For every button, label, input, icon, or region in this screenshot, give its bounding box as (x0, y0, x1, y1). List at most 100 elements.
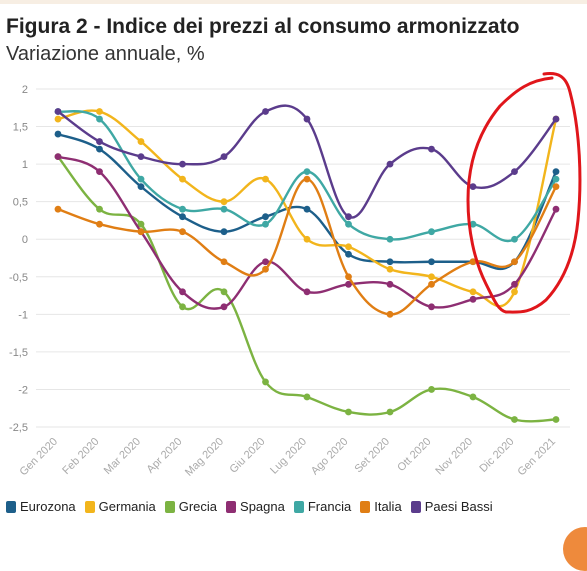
data-point-germania[interactable] (303, 235, 311, 243)
legend-label: Grecia (178, 499, 218, 514)
data-point-eurozona[interactable] (96, 145, 103, 153)
data-point-francia[interactable] (262, 220, 269, 228)
data-point-grecia[interactable] (428, 386, 435, 393)
series-grecia (54, 153, 560, 423)
data-point-paesi-bassi[interactable] (179, 160, 186, 168)
data-point-grecia[interactable] (96, 205, 103, 213)
data-point-eurozona[interactable] (179, 213, 186, 221)
data-point-eurozona[interactable] (345, 250, 352, 258)
data-point-eurozona[interactable] (262, 213, 269, 221)
data-point-francia[interactable] (469, 220, 477, 228)
data-point-paesi-bassi[interactable] (96, 138, 103, 145)
data-point-spagna[interactable] (386, 280, 394, 288)
data-point-spagna[interactable] (511, 280, 518, 288)
data-point-francia[interactable] (386, 235, 394, 243)
data-point-spagna[interactable] (345, 280, 352, 288)
data-point-francia[interactable] (552, 175, 560, 183)
data-point-paesi-bassi[interactable] (262, 108, 269, 115)
data-point-italia[interactable] (345, 273, 352, 281)
data-point-eurozona[interactable] (137, 183, 145, 191)
data-point-paesi-bassi[interactable] (511, 168, 518, 176)
data-point-eurozona[interactable] (54, 130, 62, 138)
legend-item-paesi-bassi[interactable]: Paesi Bassi (410, 499, 493, 514)
data-point-grecia[interactable] (469, 393, 477, 401)
y-tick-label: -1,5 (9, 347, 28, 359)
data-point-grecia[interactable] (303, 393, 311, 401)
data-point-spagna[interactable] (552, 205, 560, 213)
data-point-spagna[interactable] (428, 303, 435, 311)
data-point-spagna[interactable] (303, 288, 311, 296)
data-point-paesi-bassi[interactable] (220, 153, 228, 160)
data-point-grecia[interactable] (220, 288, 228, 296)
legend-item-francia[interactable]: Francia (293, 499, 351, 514)
data-point-grecia[interactable] (511, 416, 518, 423)
data-point-paesi-bassi[interactable] (428, 145, 435, 153)
data-point-italia[interactable] (552, 183, 560, 191)
x-tick-label: Ott 2020 (395, 436, 433, 474)
data-point-spagna[interactable] (262, 258, 269, 266)
y-tick-label: 2 (22, 84, 28, 96)
data-point-grecia[interactable] (552, 416, 560, 423)
data-point-eurozona[interactable] (552, 168, 560, 176)
data-point-paesi-bassi[interactable] (303, 115, 311, 123)
data-point-germania[interactable] (511, 288, 518, 296)
data-point-germania[interactable] (262, 175, 269, 183)
data-point-francia[interactable] (511, 235, 518, 243)
data-point-italia[interactable] (96, 220, 103, 228)
data-point-eurozona[interactable] (303, 205, 311, 213)
data-point-germania[interactable] (428, 273, 435, 281)
y-tick-label: -2 (18, 384, 28, 396)
legend-item-italia[interactable]: Italia (360, 499, 402, 514)
data-point-germania[interactable] (345, 243, 352, 251)
data-point-eurozona[interactable] (428, 258, 435, 266)
data-point-paesi-bassi[interactable] (552, 115, 560, 123)
legend-item-spagna[interactable]: Spagna (226, 499, 285, 514)
data-point-paesi-bassi[interactable] (54, 108, 62, 115)
corner-badge (563, 527, 587, 571)
data-point-francia[interactable] (137, 175, 145, 183)
data-point-francia[interactable] (345, 220, 352, 228)
data-point-grecia[interactable] (137, 220, 145, 228)
legend-item-grecia[interactable]: Grecia (164, 499, 218, 514)
data-point-italia[interactable] (179, 228, 186, 236)
data-point-germania[interactable] (137, 138, 145, 145)
data-point-germania[interactable] (469, 288, 477, 296)
data-point-francia[interactable] (96, 115, 103, 123)
data-point-grecia[interactable] (179, 303, 186, 311)
data-point-spagna[interactable] (469, 295, 477, 303)
annotation-circle (466, 72, 582, 314)
data-point-germania[interactable] (96, 108, 103, 115)
data-point-spagna[interactable] (179, 288, 186, 296)
legend-item-germania[interactable]: Germania (84, 499, 156, 514)
data-point-spagna[interactable] (54, 153, 62, 160)
data-point-spagna[interactable] (96, 168, 103, 176)
data-point-francia[interactable] (220, 205, 228, 213)
data-point-germania[interactable] (54, 115, 62, 123)
data-point-italia[interactable] (137, 228, 145, 236)
data-point-grecia[interactable] (386, 408, 394, 416)
data-point-paesi-bassi[interactable] (386, 160, 394, 168)
data-point-italia[interactable] (303, 175, 311, 183)
data-point-grecia[interactable] (262, 378, 269, 386)
data-point-paesi-bassi[interactable] (345, 213, 352, 221)
data-point-italia[interactable] (469, 258, 477, 266)
data-point-spagna[interactable] (220, 303, 228, 311)
data-point-italia[interactable] (428, 280, 435, 288)
data-point-paesi-bassi[interactable] (137, 153, 145, 160)
data-point-eurozona[interactable] (386, 258, 394, 266)
data-point-italia[interactable] (54, 205, 62, 213)
data-point-germania[interactable] (220, 198, 228, 206)
data-point-italia[interactable] (262, 265, 269, 273)
data-point-francia[interactable] (179, 205, 186, 213)
data-point-eurozona[interactable] (220, 228, 228, 236)
data-point-italia[interactable] (511, 258, 518, 266)
data-point-francia[interactable] (303, 168, 311, 176)
legend-item-eurozona[interactable]: Eurozona (6, 499, 76, 514)
data-point-germania[interactable] (386, 265, 394, 273)
data-point-paesi-bassi[interactable] (469, 183, 477, 191)
data-point-francia[interactable] (428, 228, 435, 236)
data-point-italia[interactable] (220, 258, 228, 266)
data-point-grecia[interactable] (345, 408, 352, 416)
data-point-italia[interactable] (386, 310, 394, 318)
data-point-germania[interactable] (179, 175, 186, 183)
